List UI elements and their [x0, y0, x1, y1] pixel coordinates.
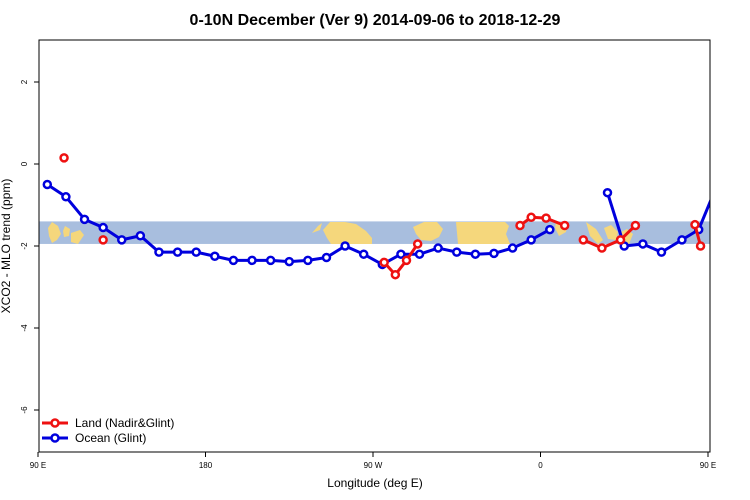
land-nadir-glint-point — [98, 235, 108, 245]
land-nadir-glint-point — [559, 220, 570, 231]
ocean-glint-point — [507, 243, 518, 253]
legend: Land (Nadir&Glint)Ocean (Glint) — [42, 416, 174, 445]
ocean-glint-point — [340, 241, 350, 251]
ocean-glint-point — [228, 255, 239, 266]
land-nadir-glint-point — [390, 269, 401, 280]
ocean-glint-line — [606, 192, 710, 254]
ocean-glint-point — [172, 247, 183, 257]
land-shape — [586, 222, 603, 244]
ocean-glint-point — [135, 231, 146, 241]
land-nadir-glint-point — [412, 239, 423, 249]
ocean-glint-point — [98, 222, 108, 233]
y-tick-label: 2 — [20, 79, 29, 84]
x-tick-label: 90 E — [30, 461, 46, 470]
map-band — [39, 221, 710, 244]
land-nadir-glint-point — [401, 255, 412, 266]
legend-land-nadir-glint-marker — [50, 418, 60, 428]
ocean-glint-point — [414, 249, 425, 259]
land-shape — [323, 222, 372, 244]
ocean-glint-point — [303, 255, 313, 266]
ocean-glint-line — [46, 183, 551, 266]
y-axis-label: XCO2 - MLO trend (ppm) — [0, 179, 13, 314]
land-shapes — [48, 222, 633, 244]
land-nadir-glint-line — [582, 224, 637, 250]
land-nadir-glint-point — [695, 241, 706, 251]
ocean-glint-point — [656, 247, 667, 257]
land-nadir-glint-point — [526, 212, 536, 223]
land-shape — [48, 222, 61, 243]
ocean-glint-point — [284, 256, 294, 267]
ocean-glint-point — [638, 239, 648, 249]
land-nadir-glint-point — [541, 213, 551, 223]
ocean-glint-point — [191, 247, 201, 257]
ocean-glint-point — [452, 247, 462, 257]
series-layer — [42, 153, 710, 280]
land-shape — [456, 222, 510, 244]
ocean-glint-point — [677, 235, 687, 245]
land-nadir-glint-line — [383, 243, 419, 277]
x-axis-label: Longitude (deg E) — [327, 476, 422, 490]
x-tick-label: 90 W — [364, 461, 383, 470]
ocean-glint-point — [433, 243, 443, 253]
land-nadir-glint-point — [690, 219, 700, 230]
x-tick-label: 0 — [538, 461, 543, 470]
ocean-glint-point — [358, 249, 369, 259]
y-tick-label: -4 — [20, 324, 29, 332]
ocean-glint-point — [526, 235, 536, 245]
land-shape — [312, 223, 322, 233]
land-shape — [604, 225, 618, 240]
ocean-band — [39, 221, 710, 244]
land-shape — [413, 222, 443, 241]
land-nadir-glint-point — [615, 235, 626, 245]
ocean-glint-point — [321, 252, 332, 263]
y-tick-label: -2 — [20, 242, 29, 250]
legend-land-nadir-glint-label: Land (Nadir&Glint) — [75, 416, 174, 430]
y-tick-label: 0 — [20, 161, 29, 166]
land-shape — [63, 226, 70, 237]
ocean-glint-point — [489, 248, 499, 259]
x-tick-label: 180 — [199, 461, 213, 470]
legend-ocean-glint-marker — [50, 433, 60, 443]
ocean-glint-point — [470, 249, 481, 259]
ocean-glint-point — [79, 214, 90, 225]
y-tick-label: -6 — [20, 406, 29, 414]
legend-ocean-glint-label: Ocean (Glint) — [75, 431, 146, 445]
ocean-glint-point — [265, 255, 276, 266]
y-axis: 2 0 -2 -4 -6 — [20, 79, 39, 414]
ocean-glint-point — [602, 187, 613, 198]
land-shape — [71, 230, 84, 244]
chart-title: 0-10N December (Ver 9) 2014-09-06 to 201… — [190, 12, 561, 29]
land-nadir-glint-point — [59, 153, 69, 163]
ocean-glint-point — [545, 224, 555, 235]
land-nadir-glint-point — [379, 257, 389, 268]
land-nadir-glint-point — [578, 235, 589, 245]
ocean-glint-point — [210, 251, 220, 261]
ocean-glint-point — [117, 235, 127, 245]
x-tick-label: 90 E — [700, 461, 716, 470]
land-nadir-glint-point — [597, 243, 607, 253]
land-nadir-glint-point — [515, 220, 525, 231]
ocean-glint-point — [154, 247, 164, 257]
ocean-glint-point — [42, 179, 53, 190]
land-nadir-glint-line — [519, 215, 566, 227]
ocean-glint-point — [247, 255, 257, 266]
ocean-glint-point — [61, 192, 71, 202]
land-nadir-glint-point — [630, 220, 641, 231]
ocean-glint-point — [396, 249, 406, 259]
